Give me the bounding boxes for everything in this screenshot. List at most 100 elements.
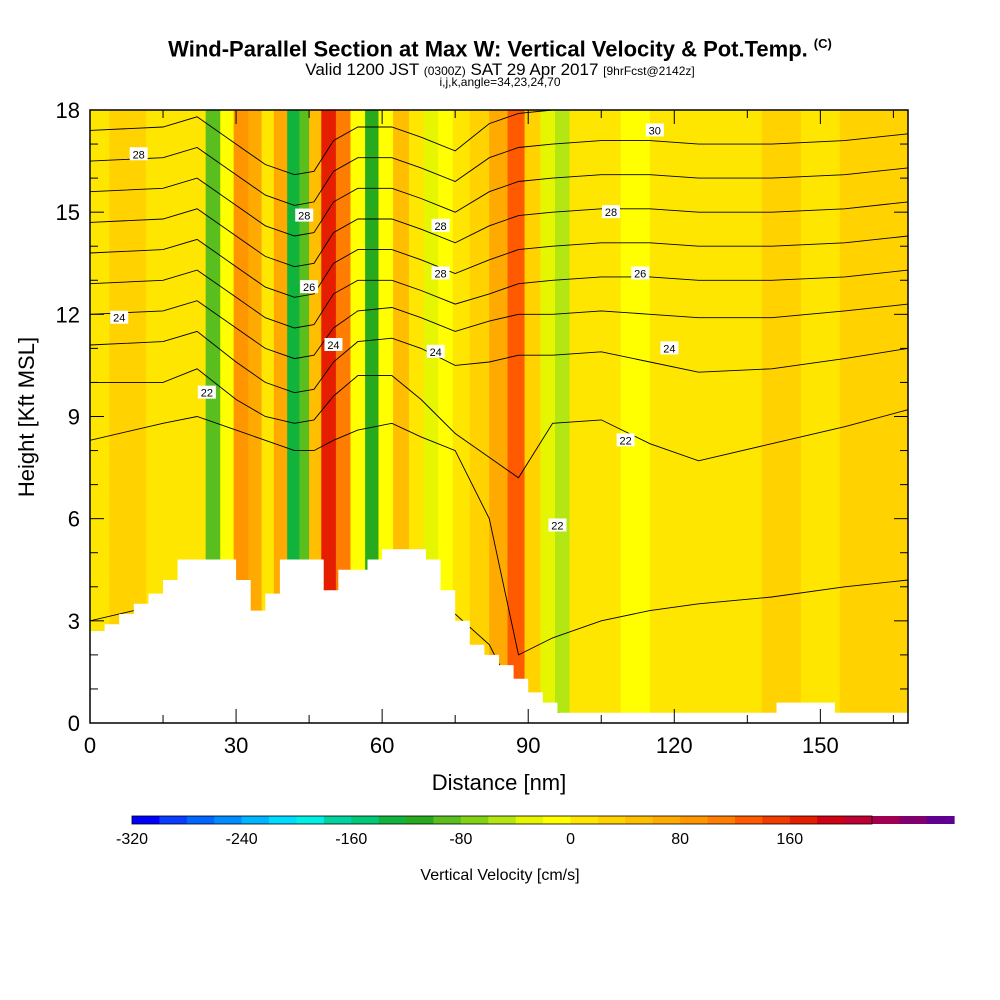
contour-label-bg <box>645 123 664 137</box>
contour-label: 26 <box>300 280 319 294</box>
contour-label-bg <box>616 433 635 447</box>
velocity-band <box>722 110 763 723</box>
velocity-band <box>489 110 509 723</box>
colorbar-swatch <box>214 816 243 824</box>
colorbar-swatch <box>652 816 681 824</box>
x-tick-label: 30 <box>224 733 248 758</box>
isentrope-line <box>90 235 908 298</box>
contour-label-bg <box>631 266 650 280</box>
title-text: Wind-Parallel Section at Max W: Vertical… <box>168 36 808 62</box>
contour-label-text: 30 <box>649 125 661 137</box>
velocity-band <box>233 110 249 723</box>
velocity-band <box>591 110 622 723</box>
colorbar-swatch <box>132 816 160 824</box>
contour-label-text: 28 <box>298 211 310 223</box>
isentrope-line <box>90 368 908 479</box>
contour-label-bg <box>431 266 450 280</box>
contour-label-text: 28 <box>434 221 446 233</box>
contour-label: 26 <box>631 266 650 280</box>
velocity-band <box>452 110 471 723</box>
x-tick-label: 0 <box>84 733 96 758</box>
colorbar-swatch <box>762 816 791 824</box>
y-tick-label: 6 <box>68 507 80 532</box>
contour-label-text: 22 <box>201 388 213 400</box>
contour-label: 30 <box>645 123 664 137</box>
velocity-band <box>540 110 556 723</box>
colorbar-swatch <box>269 816 297 824</box>
velocity-band <box>684 110 724 723</box>
velocity-band <box>299 110 310 723</box>
y-tick-label: 9 <box>68 405 80 430</box>
velocity-band <box>839 110 885 723</box>
isentrope-line <box>90 110 782 176</box>
contour-label-bg <box>660 341 679 355</box>
contour-label-text: 28 <box>434 268 446 280</box>
velocity-band <box>554 110 571 723</box>
contour-label: 28 <box>129 147 148 161</box>
colorbar-tick-label: 0 <box>566 831 575 848</box>
contour-label-bg <box>197 385 216 399</box>
terrain-mask <box>90 549 908 723</box>
colorbar-swatch <box>543 816 571 824</box>
velocity-band <box>321 110 337 723</box>
colorbar-swatch <box>625 816 654 824</box>
x-tick-label: 60 <box>370 733 394 758</box>
colorbar-swatch <box>488 816 517 824</box>
colorbar-swatch <box>789 816 818 824</box>
colorbar-swatch <box>406 816 434 824</box>
colorbar-swatch <box>460 816 489 824</box>
colorbar-swatch <box>378 816 407 824</box>
contour-labels: 28 28 28 28 30 28 26 26 24 24 24 24 22 22 22 <box>110 123 679 532</box>
contour-label-text: 28 <box>133 149 145 161</box>
colorbar-swatch <box>734 816 763 824</box>
colorbar-tick-label: -160 <box>335 831 367 848</box>
velocity-band <box>507 110 526 723</box>
colorbar-swatch <box>351 816 380 824</box>
velocity-band <box>761 110 802 723</box>
contour-label: 22 <box>548 518 567 532</box>
contour-label-text: 28 <box>605 207 617 219</box>
copyright-mark: (C) <box>813 36 832 51</box>
isentrope-line <box>90 167 908 237</box>
colorbar-swatch <box>844 816 873 824</box>
colorbar-tick-label: 160 <box>776 831 803 848</box>
velocity-band <box>649 110 685 723</box>
contour-label: 28 <box>601 205 620 219</box>
contour-label: 22 <box>616 433 635 447</box>
colorbar-swatch <box>926 816 955 824</box>
velocity-band <box>261 110 275 723</box>
velocity-band <box>469 110 490 723</box>
axes: 0 30 60 90 120 150 0 3 6 9 12 15 18 <box>56 98 908 758</box>
contour-label-bg <box>426 344 445 358</box>
colorbar-swatch <box>680 816 708 824</box>
contour-label-bg <box>295 208 314 222</box>
colorbar-swatch <box>296 816 325 824</box>
x-tick-label: 120 <box>656 733 693 758</box>
y-axis-label: Height [Kft MSL] <box>14 337 39 497</box>
contour-label-bg <box>300 280 319 294</box>
velocity-band <box>620 110 651 723</box>
forecast-info: [9hrFcst@2142z] <box>603 64 695 78</box>
velocity-band <box>438 110 454 723</box>
contour-label-text: 22 <box>551 520 563 532</box>
y-tick-label: 18 <box>56 98 80 123</box>
contour-label-text: 26 <box>634 268 646 280</box>
contour-label-bg <box>129 147 148 161</box>
colorbar-label: Vertical Velocity [cm/s] <box>420 867 579 884</box>
contour-label-bg <box>324 337 343 351</box>
x-tick-label: 150 <box>802 733 839 758</box>
contour-label-bg <box>110 310 129 324</box>
isentrope-line <box>90 269 908 329</box>
contour-label: 28 <box>431 266 450 280</box>
colorbar-swatch <box>872 816 900 824</box>
colorbar-tick-label: -320 <box>116 831 148 848</box>
velocity-band <box>335 110 352 723</box>
isentrope-line <box>90 201 908 268</box>
colorbar-swatch <box>323 816 352 824</box>
colorbar-swatch <box>241 816 270 824</box>
colorbar-tick-label: -240 <box>226 831 258 848</box>
chart-title: Wind-Parallel Section at Max W: Vertical… <box>0 36 1000 62</box>
contour-label-bg <box>548 518 567 532</box>
colorbar-tick-label: -80 <box>449 831 472 848</box>
contour-label: 24 <box>110 310 129 325</box>
